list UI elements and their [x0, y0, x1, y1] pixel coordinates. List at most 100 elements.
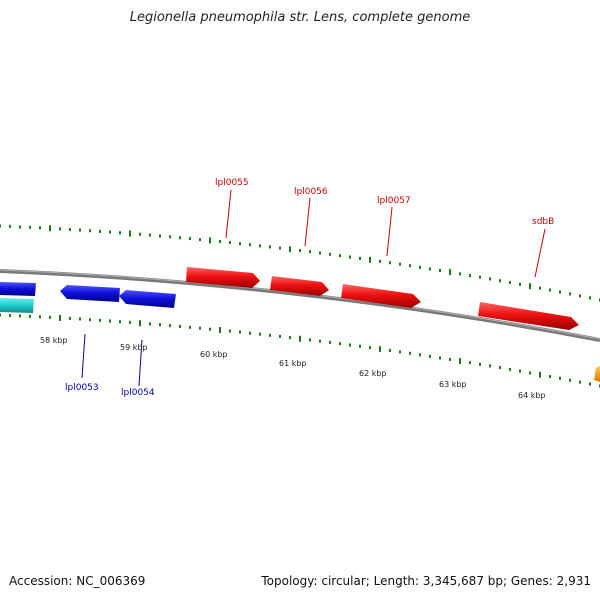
minor-tick: [389, 261, 391, 265]
minor-tick: [449, 357, 451, 361]
minor-tick: [39, 226, 41, 230]
forward-gene-arrow[interactable]: [270, 276, 329, 296]
minor-tick: [409, 351, 411, 355]
minor-tick: [189, 237, 191, 241]
scale-label: 64 kbp: [518, 391, 546, 400]
major-tick: [449, 269, 451, 276]
reverse-gene-arrow[interactable]: [60, 285, 120, 302]
orange-gene-arrow[interactable]: [594, 366, 600, 382]
minor-tick: [99, 229, 101, 233]
minor-tick: [29, 314, 31, 318]
gene-label-sdbB[interactable]: sdbB: [532, 217, 554, 227]
minor-tick: [179, 324, 181, 328]
minor-tick: [459, 272, 461, 276]
minor-tick: [89, 229, 91, 233]
minor-tick: [549, 375, 551, 378]
minor-tick: [49, 315, 51, 319]
minor-tick: [519, 369, 521, 373]
minor-tick: [399, 262, 401, 266]
minor-tick: [29, 225, 31, 229]
minor-tick: [0, 313, 1, 317]
major-tick: [139, 320, 141, 327]
minor-tick: [39, 315, 41, 319]
minor-tick: [549, 288, 551, 292]
minor-tick: [69, 228, 71, 231]
minor-tick: [259, 332, 261, 336]
minor-tick: [19, 225, 21, 229]
gene-label-lpl0054[interactable]: lpl0054: [121, 388, 155, 398]
gene-label-lpl0053[interactable]: lpl0053: [65, 383, 99, 393]
minor-tick: [79, 228, 81, 232]
minor-tick: [369, 346, 371, 350]
gene-label-lpl0055[interactable]: lpl0055: [215, 178, 249, 188]
minor-tick: [309, 338, 311, 342]
minor-tick: [479, 275, 481, 279]
minor-tick: [299, 249, 301, 252]
minor-tick: [269, 333, 271, 337]
minor-tick: [569, 292, 571, 296]
minor-tick: [239, 330, 241, 334]
minor-tick: [249, 243, 251, 247]
minor-tick: [9, 313, 11, 317]
minor-tick: [269, 245, 271, 249]
minor-tick: [419, 353, 421, 357]
scale-label: 61 kbp: [279, 359, 307, 368]
scale-label: 63 kbp: [439, 380, 467, 389]
minor-tick: [379, 259, 381, 263]
minor-tick: [519, 282, 521, 286]
major-tick: [209, 237, 211, 244]
reverse-gene-arrow[interactable]: [119, 290, 176, 308]
minor-tick: [309, 250, 311, 254]
minor-tick: [589, 296, 591, 300]
major-tick: [289, 246, 291, 253]
minor-tick: [259, 244, 261, 248]
minor-tick: [349, 343, 351, 347]
map-title: Legionella pneumophila str. Lens, comple…: [129, 10, 471, 25]
cyan-gene-arrow[interactable]: [0, 298, 34, 313]
minor-tick: [149, 233, 151, 237]
minor-tick: [199, 326, 201, 330]
scale-label: 58 kbp: [40, 336, 68, 345]
minor-tick: [469, 274, 471, 277]
minor-tick: [9, 224, 11, 228]
major-tick: [299, 335, 301, 342]
minor-tick: [399, 350, 401, 354]
gene-label-lpl0056[interactable]: lpl0056: [294, 187, 328, 197]
major-tick: [459, 358, 461, 364]
minor-tick: [579, 294, 581, 298]
major-tick: [49, 225, 51, 232]
minor-tick: [569, 378, 571, 382]
minor-tick: [479, 362, 481, 366]
minor-tick: [279, 246, 281, 250]
forward-gene-arrow[interactable]: [186, 267, 260, 288]
minor-tick: [559, 376, 561, 380]
minor-tick: [329, 340, 331, 344]
minor-tick: [59, 227, 61, 231]
accession-text: Accession: NC_006369: [9, 574, 146, 588]
minor-tick: [119, 320, 121, 324]
forward-gene-arrow[interactable]: [341, 284, 421, 308]
minor-tick: [489, 277, 491, 281]
reverse-gene-arrow[interactable]: [0, 282, 36, 296]
minor-tick: [109, 319, 111, 323]
minor-tick: [99, 318, 101, 322]
inner-tick-ring: [0, 313, 600, 388]
minor-tick: [79, 317, 81, 321]
scale-label: 60 kbp: [200, 350, 228, 359]
minor-tick: [529, 371, 531, 375]
minor-tick: [539, 286, 541, 290]
forward-gene-arrow[interactable]: [478, 302, 579, 330]
minor-tick: [509, 281, 511, 284]
minor-tick: [469, 361, 471, 365]
scale-label: 62 kbp: [359, 369, 387, 378]
genome-backbone: [0, 269, 600, 342]
minor-tick: [219, 240, 221, 243]
minor-tick: [69, 316, 71, 320]
minor-tick: [109, 230, 111, 234]
minor-tick: [389, 349, 391, 352]
minor-tick: [179, 236, 181, 240]
minor-tick: [409, 264, 411, 268]
gene-label-lpl0057[interactable]: lpl0057: [377, 196, 411, 206]
minor-tick: [169, 324, 171, 328]
